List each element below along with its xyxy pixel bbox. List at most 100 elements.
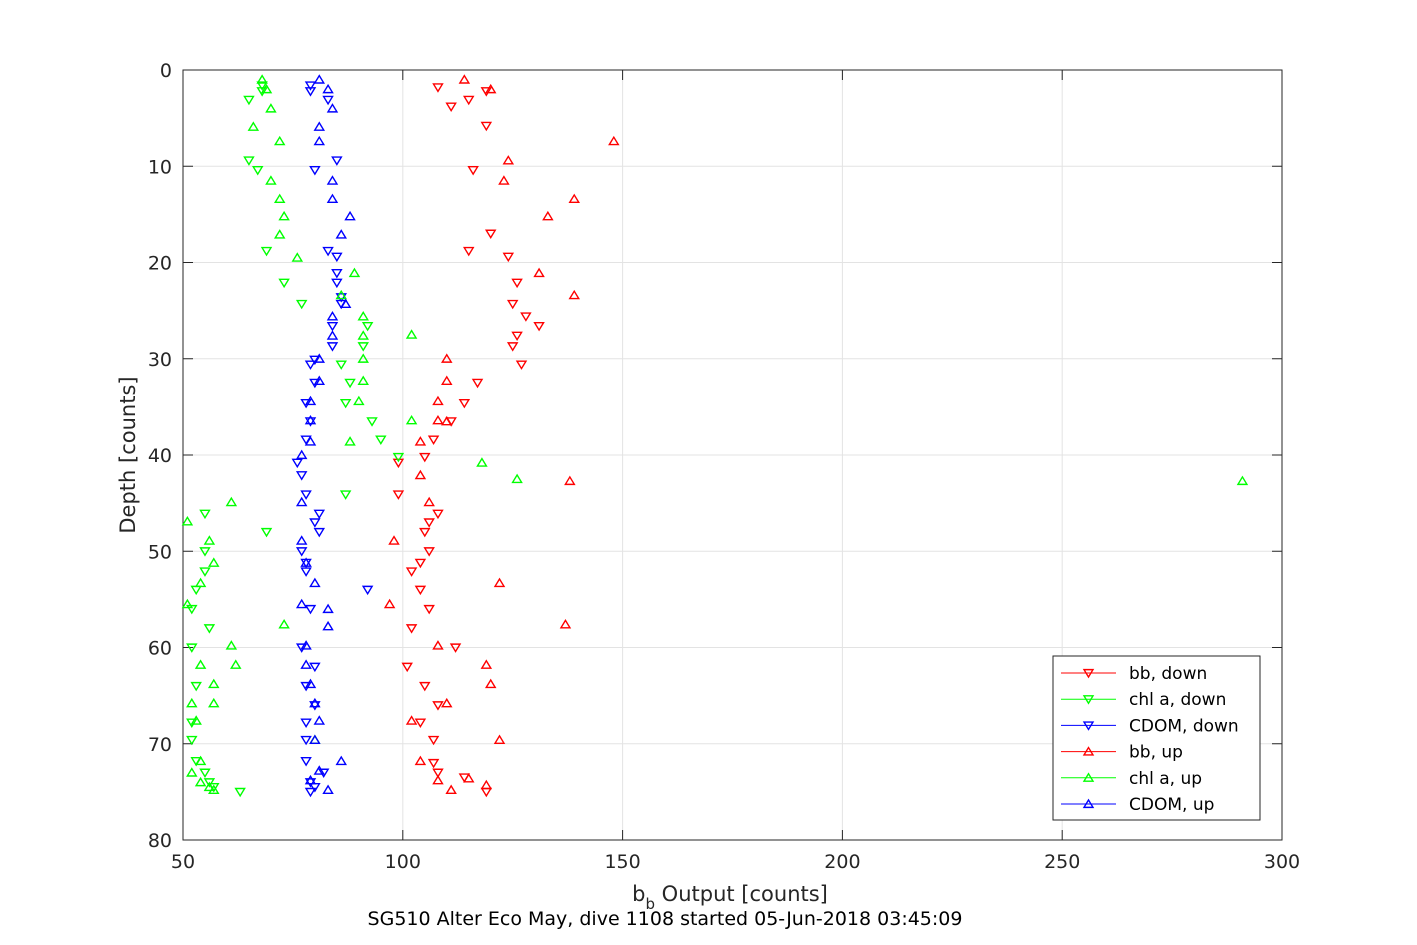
data-point-down <box>309 166 321 176</box>
data-point-up <box>326 175 339 185</box>
data-point-up <box>568 289 580 300</box>
data-point-down <box>304 81 317 91</box>
data-point-up <box>265 175 277 185</box>
data-point-down <box>300 490 312 500</box>
data-point-down <box>511 331 523 342</box>
data-point-up <box>326 103 339 113</box>
data-point-down <box>361 585 374 596</box>
data-point-up <box>357 375 369 385</box>
data-point-up <box>309 734 321 744</box>
data-point-down <box>419 452 431 463</box>
data-point-down <box>414 585 427 596</box>
data-point-up <box>295 598 308 609</box>
data-point-up <box>564 475 576 486</box>
x-tick-label: 150 <box>604 851 640 873</box>
data-point-up <box>458 74 471 84</box>
data-point-up <box>313 74 326 84</box>
data-point-down <box>419 681 431 692</box>
data-point-up <box>300 557 312 567</box>
data-point-down <box>326 342 339 352</box>
data-point-down <box>401 662 413 673</box>
data-point-down <box>427 758 440 769</box>
data-point-up <box>432 774 444 785</box>
y-tick-label: 70 <box>148 734 172 756</box>
data-point-up <box>203 535 216 545</box>
x-tick-label: 250 <box>1044 851 1080 873</box>
data-point-up <box>265 103 277 113</box>
data-point-up <box>203 781 216 792</box>
data-point-down <box>199 547 211 557</box>
data-point-down <box>339 398 352 409</box>
data-point-down <box>304 417 317 427</box>
legend-marker <box>1082 721 1095 731</box>
data-point-down <box>256 87 268 97</box>
data-point-down <box>515 360 528 370</box>
data-point-up <box>194 659 207 669</box>
data-point-up <box>326 330 339 340</box>
data-point-down <box>423 518 435 528</box>
legend-marker <box>1082 695 1095 705</box>
data-point-down <box>203 778 216 788</box>
data-point-down <box>304 360 317 370</box>
data-point-up <box>313 715 326 725</box>
data-point-down <box>186 735 198 746</box>
legend-marker <box>1082 746 1095 756</box>
data-point-down <box>405 567 418 577</box>
data-point-down <box>234 787 246 798</box>
data-point-down <box>322 246 334 257</box>
data-point-down <box>432 509 444 520</box>
data-point-up <box>542 210 554 221</box>
data-point-up <box>291 252 304 262</box>
data-point-up <box>300 659 312 669</box>
data-point-down <box>484 229 497 240</box>
y-axis-label: Depth [counts] <box>116 376 140 533</box>
data-point-up <box>208 697 220 708</box>
y-tick-label: 0 <box>160 60 172 82</box>
data-point-down <box>186 718 198 728</box>
data-point-up <box>194 776 207 787</box>
data-point-up <box>484 678 497 689</box>
data-point-up <box>480 659 493 669</box>
data-point-up <box>335 289 347 300</box>
data-point-up <box>194 755 207 766</box>
data-point-up <box>322 620 334 631</box>
data-point-down <box>462 95 475 106</box>
data-point-down <box>309 701 321 711</box>
data-point-down <box>392 458 405 469</box>
data-point-down <box>317 768 330 779</box>
data-point-up <box>304 678 317 689</box>
series-4 <box>181 74 1249 795</box>
data-point-down <box>300 398 312 409</box>
data-point-up <box>186 697 198 708</box>
data-point-up <box>414 436 427 446</box>
data-point-up <box>273 135 286 146</box>
data-point-down <box>449 643 462 653</box>
data-point-up <box>208 678 220 689</box>
data-point-down <box>458 398 471 409</box>
data-point-down <box>260 527 273 538</box>
data-point-down <box>467 166 479 176</box>
legend-marker <box>1082 798 1095 809</box>
data-point-down <box>506 299 519 310</box>
data-point-down <box>366 417 378 427</box>
data-point-up <box>313 121 326 131</box>
series-5 <box>295 74 356 795</box>
x-tick-label: 100 <box>385 851 421 873</box>
data-point-up <box>476 457 488 467</box>
data-point-down <box>190 681 202 692</box>
legend-label: bb, down <box>1129 664 1207 684</box>
data-point-down <box>375 435 387 446</box>
data-point-up <box>313 375 326 385</box>
data-point-up <box>441 697 453 708</box>
data-point-up <box>190 715 202 725</box>
data-point-down <box>414 558 427 569</box>
data-point-down <box>339 490 352 500</box>
data-point-up <box>181 598 194 609</box>
data-point-up <box>480 779 493 790</box>
data-point-up <box>326 193 339 204</box>
data-point-down <box>533 321 545 332</box>
x-axis-label-rest: Output [counts] <box>655 882 828 906</box>
data-point-up <box>344 210 356 221</box>
data-point-down <box>295 471 308 481</box>
